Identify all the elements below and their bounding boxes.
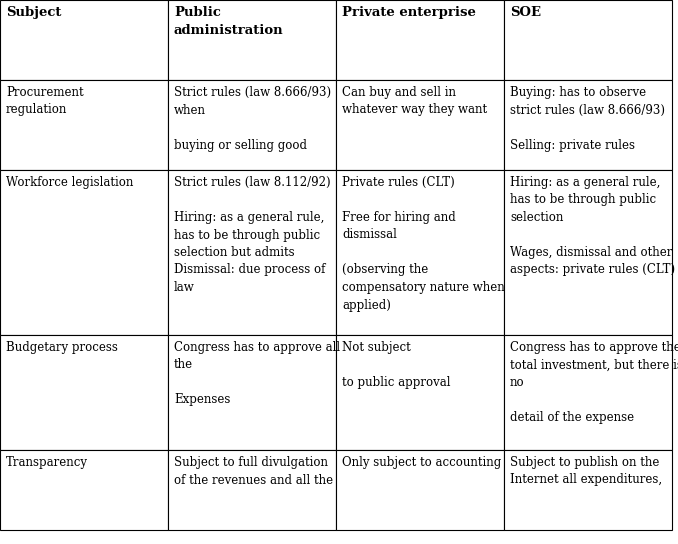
Bar bbox=[168, 170, 336, 335]
Bar bbox=[504, 80, 672, 170]
Text: Can buy and sell in
whatever way they want: Can buy and sell in whatever way they wa… bbox=[342, 86, 487, 116]
Text: Private rules (CLT)

Free for hiring and
dismissal

(observing the
compensatory : Private rules (CLT) Free for hiring and … bbox=[342, 176, 504, 312]
Text: Private enterprise: Private enterprise bbox=[342, 6, 476, 19]
Bar bbox=[336, 80, 504, 170]
Text: Congress has to approve the
total investment, but there is
no

detail of the exp: Congress has to approve the total invest… bbox=[510, 341, 678, 424]
Text: Strict rules (law 8.112/92)

Hiring: as a general rule,
has to be through public: Strict rules (law 8.112/92) Hiring: as a… bbox=[174, 176, 331, 294]
Bar bbox=[336, 0, 504, 80]
Text: Procurement
regulation: Procurement regulation bbox=[6, 86, 83, 116]
Text: Subject to publish on the
Internet all expenditures,: Subject to publish on the Internet all e… bbox=[510, 456, 662, 486]
Text: Transparency: Transparency bbox=[6, 456, 88, 469]
Bar bbox=[0, 450, 168, 530]
Bar bbox=[504, 170, 672, 335]
Text: Only subject to accounting: Only subject to accounting bbox=[342, 456, 501, 469]
Text: Subject: Subject bbox=[6, 6, 62, 19]
Bar bbox=[0, 0, 168, 80]
Text: Hiring: as a general rule,
has to be through public
selection

Wages, dismissal : Hiring: as a general rule, has to be thr… bbox=[510, 176, 675, 276]
Text: Strict rules (law 8.666/93)
when

buying or selling good: Strict rules (law 8.666/93) when buying … bbox=[174, 86, 331, 151]
Bar bbox=[504, 450, 672, 530]
Bar bbox=[168, 335, 336, 450]
Bar bbox=[168, 80, 336, 170]
Text: Buying: has to observe
strict rules (law 8.666/93)

Selling: private rules: Buying: has to observe strict rules (law… bbox=[510, 86, 665, 151]
Text: Budgetary process: Budgetary process bbox=[6, 341, 118, 354]
Bar bbox=[336, 450, 504, 530]
Bar bbox=[336, 170, 504, 335]
Text: Public
administration: Public administration bbox=[174, 6, 283, 36]
Text: SOE: SOE bbox=[510, 6, 541, 19]
Bar bbox=[168, 0, 336, 80]
Text: Subject to full divulgation
of the revenues and all the: Subject to full divulgation of the reven… bbox=[174, 456, 333, 486]
Text: Workforce legislation: Workforce legislation bbox=[6, 176, 134, 189]
Bar bbox=[0, 80, 168, 170]
Bar bbox=[0, 170, 168, 335]
Bar bbox=[336, 335, 504, 450]
Text: Congress has to approve all
the

Expenses: Congress has to approve all the Expenses bbox=[174, 341, 340, 406]
Bar bbox=[0, 335, 168, 450]
Bar bbox=[504, 335, 672, 450]
Bar bbox=[504, 0, 672, 80]
Text: Not subject

to public approval: Not subject to public approval bbox=[342, 341, 450, 389]
Bar bbox=[168, 450, 336, 530]
